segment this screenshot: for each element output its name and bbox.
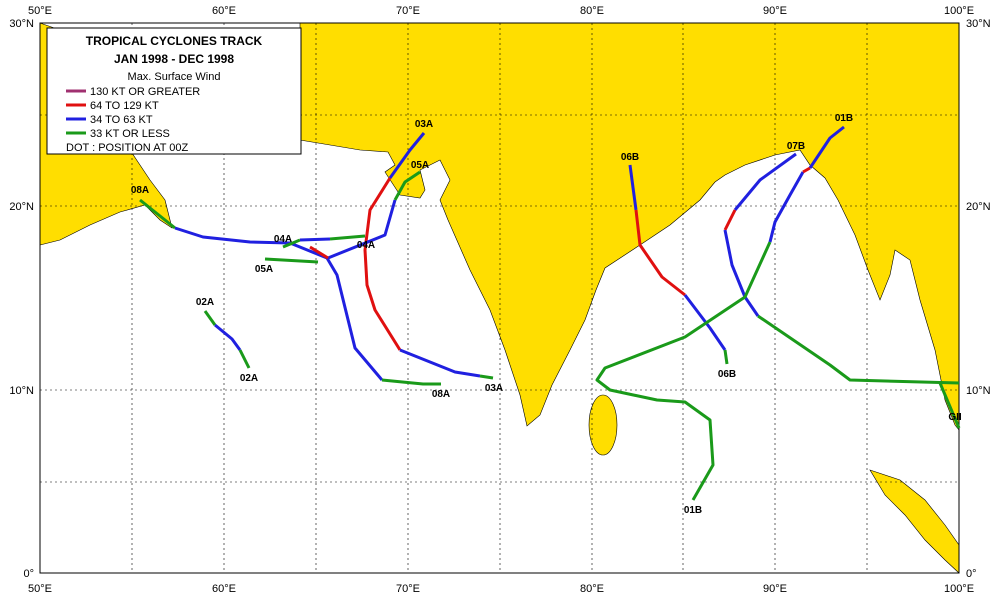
lon-label: 80°E — [580, 583, 604, 595]
storm-label: 02A — [240, 373, 258, 384]
lat-label: 30°N — [966, 18, 991, 30]
legend-subtitle: Max. Surface Wind — [128, 71, 221, 83]
legend-period: JAN 1998 - DEC 1998 — [114, 52, 234, 66]
labels: 50°E 50°E 60°E 60°E 70°E 70°E 80°E 80°E 90°E 90°E… — [9, 5, 990, 595]
storm-label: 03A — [485, 383, 503, 394]
storm-label: 03A — [415, 119, 433, 130]
storm-label: 05A — [255, 264, 273, 275]
lat-label: 10°N — [9, 385, 34, 397]
frame — [39, 22, 960, 574]
storm-label: 06B — [718, 369, 736, 380]
legend-title: TROPICAL CYCLONES TRACK — [86, 34, 263, 48]
legend-item: 34 TO 63 KT — [90, 114, 153, 126]
lon-label: 50°E — [28, 5, 52, 17]
lon-label: 80°E — [580, 5, 604, 17]
tracks — [139, 125, 961, 501]
lon-label: 70°E — [396, 5, 420, 17]
legend-item: 64 TO 129 KT — [90, 100, 159, 112]
lat-label: 20°N — [966, 201, 991, 213]
storm-label: 01B — [684, 505, 702, 516]
legend-box — [46, 27, 302, 155]
legend-note: DOT : POSITION AT 00Z — [66, 142, 189, 154]
storm-label: 05A — [411, 160, 429, 171]
lon-label: 60°E — [212, 5, 236, 17]
lat-label: 30°N — [9, 18, 34, 30]
storm-label: 07B — [787, 141, 805, 152]
lat-label: 0° — [966, 568, 977, 580]
storm-label: 06B — [621, 152, 639, 163]
lat-label: 0° — [23, 568, 34, 580]
legend-item: 33 KT OR LESS — [90, 128, 170, 140]
legend-item: 130 KT OR GREATER — [90, 86, 200, 98]
lon-label: 70°E — [396, 583, 420, 595]
lon-label: 100°E — [944, 5, 974, 17]
lon-label: 50°E — [28, 583, 52, 595]
lat-label: 10°N — [966, 385, 991, 397]
storm-label: 08A — [432, 389, 450, 400]
storm-label: 04A — [357, 240, 375, 251]
graticule — [40, 23, 959, 573]
lon-label: 90°E — [763, 5, 787, 17]
storm-label: 01B — [835, 113, 853, 124]
legend: TROPICAL CYCLONES TRACK JAN 1998 - DEC 1… — [46, 27, 302, 155]
storm-label: 02A — [196, 297, 214, 308]
storm-label: 08A — [131, 185, 149, 196]
lon-label: 90°E — [763, 583, 787, 595]
storm-label: GII — [948, 412, 962, 423]
storm-label: 04A — [274, 234, 292, 245]
lon-label: 100°E — [944, 583, 974, 595]
lat-label: 20°N — [9, 201, 34, 213]
lon-label: 60°E — [212, 583, 236, 595]
